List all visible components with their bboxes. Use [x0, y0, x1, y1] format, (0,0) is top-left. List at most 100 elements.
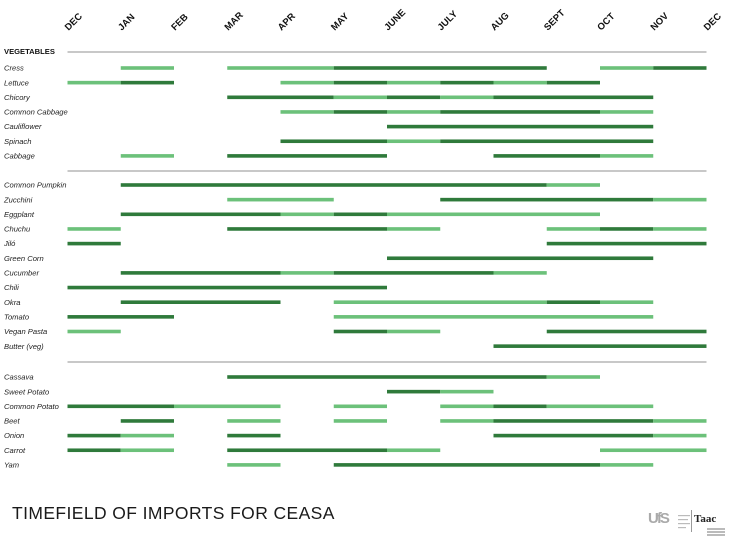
import-period-bar: [546, 300, 600, 304]
month-label: DEC: [702, 11, 724, 33]
taac-logo-fine-print: [707, 534, 725, 536]
import-period-bar: [440, 404, 494, 409]
import-period-bar: [387, 95, 441, 100]
taac-logo-letters: Taac: [694, 513, 717, 525]
import-period-bar: [120, 448, 174, 453]
import-period-bar: [546, 241, 707, 246]
taac-logo-fine-print: [707, 528, 725, 530]
import-period-bar: [67, 448, 121, 453]
import-period-bar: [67, 227, 121, 231]
import-period-bar: [600, 110, 654, 114]
import-period-bar: [546, 227, 600, 231]
import-period-bar: [280, 139, 387, 144]
month-label: OCT: [595, 11, 617, 33]
row-label: Jiló: [3, 239, 15, 248]
import-period-bar: [493, 404, 547, 409]
import-period-bar: [227, 66, 334, 70]
row-label: Chuchu: [4, 225, 31, 234]
import-period-bar: [440, 139, 654, 144]
ufs-logo: UfS: [648, 510, 674, 532]
import-period-bar: [333, 404, 387, 409]
row-label: Cassava: [4, 373, 34, 382]
row-label: Onion: [4, 431, 24, 440]
import-period-bar: [493, 433, 654, 438]
row-label: Tomato: [4, 312, 29, 321]
import-period-bar: [333, 463, 600, 467]
import-period-bar: [333, 110, 387, 114]
import-period-bar: [440, 389, 494, 394]
month-label: DEC: [63, 11, 85, 33]
import-period-bar: [67, 285, 387, 290]
import-period-bar: [387, 110, 441, 114]
row-label: Spinach: [4, 137, 31, 146]
row-label: Beet: [4, 417, 21, 426]
import-period-bar: [387, 256, 654, 261]
import-period-bar: [280, 80, 334, 85]
row-label: Common Cabbage: [4, 108, 68, 117]
import-timefield-chart: DEC JAN FEB MAR APR MAY JUNE JULY AUG SEPT OCT NOV D…: [3, 7, 724, 469]
month-label: SEPT: [542, 8, 567, 33]
import-period-bar: [440, 197, 654, 202]
import-period-bar: [333, 300, 547, 304]
import-period-bar: [546, 80, 600, 85]
import-period-bar: [333, 80, 387, 85]
row-label: Cauliflower: [4, 122, 42, 131]
import-period-bar: [387, 212, 600, 217]
import-period-bar: [280, 271, 334, 275]
row-label: Cucumber: [4, 269, 39, 278]
row-label: Chili: [4, 283, 19, 292]
row-label: Butter (veg): [4, 342, 44, 351]
import-period-bar: [67, 404, 174, 409]
import-period-bar: [227, 154, 387, 158]
import-period-bar: [440, 419, 494, 423]
month-label: MAY: [329, 11, 352, 34]
import-period-bar: [440, 110, 600, 114]
import-period-bar: [227, 227, 387, 231]
month-label: AUG: [489, 10, 512, 33]
import-period-bar: [227, 448, 387, 453]
import-period-bar: [227, 375, 547, 379]
import-period-bar: [387, 389, 441, 394]
import-period-bar: [546, 404, 654, 409]
import-period-bar: [333, 419, 387, 423]
row-label: Sweet Potato: [4, 387, 49, 396]
import-period-bar: [600, 463, 654, 467]
import-period-bar: [440, 95, 494, 100]
import-period-bar: [387, 227, 441, 231]
ufs-logo-letters: UfS: [648, 510, 670, 527]
group-label: VEGETABLES: [4, 47, 55, 56]
import-period-bar: [120, 433, 174, 438]
import-period-bar: [387, 329, 441, 334]
import-period-bar: [387, 139, 441, 144]
row-label: Lettuce: [4, 78, 29, 87]
import-period-bar: [67, 315, 174, 319]
import-period-bar: [280, 110, 334, 114]
month-label: FEB: [169, 12, 190, 33]
import-period-bar: [387, 124, 654, 129]
import-period-bar: [600, 227, 654, 231]
ufs-logo-fine-print: [678, 512, 692, 530]
import-period-bar: [600, 448, 707, 453]
import-period-bar: [333, 212, 387, 217]
import-period-bar: [493, 271, 547, 275]
row-label: Zucchini: [3, 195, 33, 204]
import-period-bar: [280, 212, 334, 217]
import-period-bar: [546, 183, 600, 187]
import-period-bar: [387, 448, 441, 453]
import-period-bar: [227, 433, 281, 438]
import-period-bar: [333, 315, 654, 319]
month-label: NOV: [649, 10, 672, 33]
row-label: Okra: [4, 298, 20, 307]
import-period-bar: [227, 95, 334, 100]
import-period-bar: [493, 95, 654, 100]
taac-logo: Taac: [694, 509, 726, 536]
import-period-bar: [120, 419, 174, 423]
import-period-bar: [67, 433, 121, 438]
month-label: APR: [276, 11, 298, 33]
import-period-bar: [174, 404, 281, 409]
import-period-bar: [600, 66, 654, 70]
row-label: Chicory: [4, 93, 31, 102]
taac-logo-fine-print: [707, 531, 725, 533]
import-period-bar: [227, 419, 281, 423]
import-period-bar: [227, 197, 334, 202]
